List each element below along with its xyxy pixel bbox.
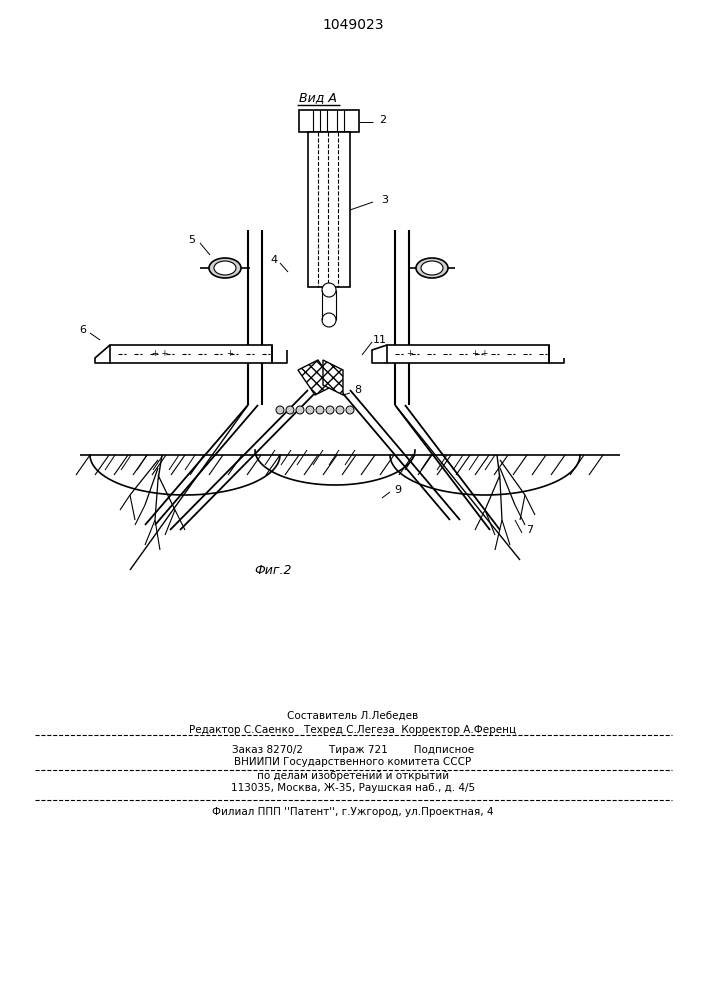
Ellipse shape	[214, 261, 236, 275]
Ellipse shape	[421, 261, 443, 275]
Text: + +: + +	[152, 350, 168, 359]
Ellipse shape	[322, 283, 336, 297]
Text: 7: 7	[527, 525, 534, 535]
Text: 2: 2	[380, 115, 387, 125]
Polygon shape	[323, 360, 343, 395]
Ellipse shape	[296, 406, 304, 414]
Bar	[110, 345, 272, 363]
Text: ВНИИПИ Государственного комитета СССР: ВНИИПИ Государственного комитета СССР	[235, 757, 472, 767]
Text: 9: 9	[395, 485, 402, 495]
Text: 113035, Москва, Ж-35, Раушская наб., д. 4/5: 113035, Москва, Ж-35, Раушская наб., д. …	[231, 783, 475, 793]
Text: 4: 4	[271, 255, 278, 265]
Bar	[387, 345, 549, 363]
Ellipse shape	[276, 406, 284, 414]
Text: 8: 8	[354, 385, 361, 395]
Text: +: +	[407, 350, 414, 359]
Text: Составитель Л.Лебедев: Составитель Л.Лебедев	[287, 711, 419, 721]
Ellipse shape	[209, 258, 241, 278]
Text: Вид А: Вид А	[299, 92, 337, 104]
Text: Редактор С.Саенко   Техред С.Легеза  Корректор А.Ференц: Редактор С.Саенко Техред С.Легеза Коррек…	[189, 725, 517, 735]
Text: Заказ 8270/2        Тираж 721        Подписное: Заказ 8270/2 Тираж 721 Подписное	[232, 745, 474, 755]
Text: Филиал ППП ''Патент'', г.Ужгород, ул.Проектная, 4: Филиал ППП ''Патент'', г.Ужгород, ул.Про…	[212, 807, 493, 817]
Bar	[308, 132, 350, 287]
Text: 11: 11	[373, 335, 387, 345]
Ellipse shape	[326, 406, 334, 414]
Polygon shape	[298, 360, 335, 395]
Text: 3: 3	[382, 195, 389, 205]
Text: 1049023: 1049023	[322, 18, 384, 32]
Text: 5: 5	[189, 235, 196, 245]
Bar	[299, 110, 359, 132]
Ellipse shape	[346, 406, 354, 414]
Ellipse shape	[322, 313, 336, 327]
Text: + +: + +	[472, 350, 489, 359]
Ellipse shape	[286, 406, 294, 414]
Ellipse shape	[316, 406, 324, 414]
Text: 6: 6	[79, 325, 86, 335]
Text: +: +	[226, 350, 233, 359]
Ellipse shape	[336, 406, 344, 414]
Text: по делам изобретений и открытий: по делам изобретений и открытий	[257, 771, 449, 781]
Text: Фиг.2: Фиг.2	[255, 564, 292, 576]
Ellipse shape	[416, 258, 448, 278]
Ellipse shape	[306, 406, 314, 414]
